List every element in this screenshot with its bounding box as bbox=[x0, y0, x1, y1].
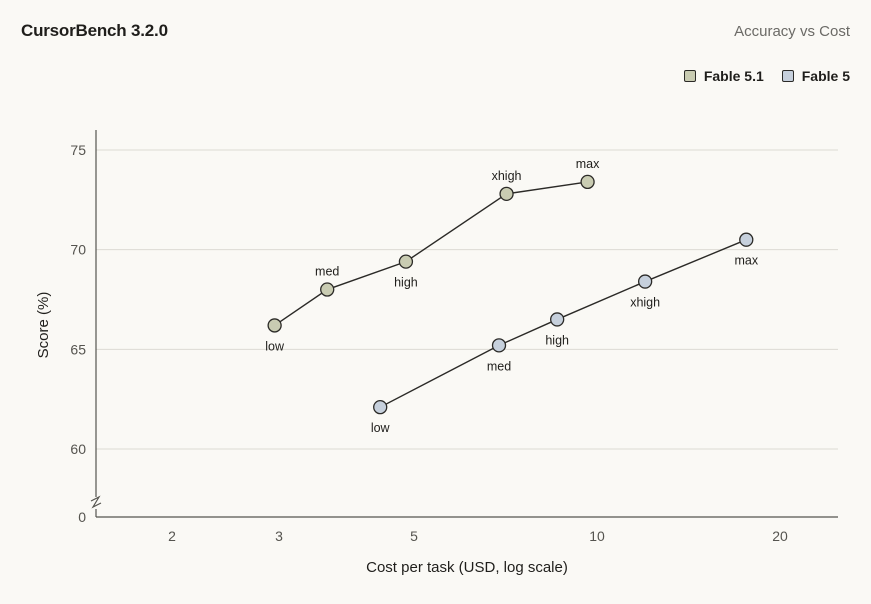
y-tick-label: 70 bbox=[70, 242, 86, 258]
data-label: med bbox=[487, 359, 511, 373]
data-point bbox=[580, 174, 595, 190]
x-tick-label: 20 bbox=[772, 528, 788, 544]
data-point bbox=[637, 274, 653, 289]
gridlines bbox=[96, 149, 838, 450]
legend-label-fable-5-1: Fable 5.1 bbox=[703, 68, 764, 84]
y-tick-label: 0 bbox=[78, 509, 86, 525]
x-tick-label: 3 bbox=[275, 528, 283, 544]
x-axis-label: Cost per task (USD, log scale) bbox=[366, 559, 568, 576]
chart-subtitle: Accuracy vs Cost bbox=[734, 23, 850, 40]
axes: 0 60 65 70 75 2 3 5 10 20 bbox=[70, 130, 838, 544]
data-label: high bbox=[394, 276, 418, 290]
x-tick-label: 10 bbox=[589, 528, 605, 544]
y-axis-label: Score (%) bbox=[35, 292, 52, 359]
axis-break-mark bbox=[90, 495, 102, 509]
data-point bbox=[398, 254, 414, 269]
data-label: high bbox=[545, 333, 569, 347]
x-tick-label: 5 bbox=[410, 528, 418, 544]
data-point bbox=[267, 318, 282, 333]
chart-title: CursorBench 3.2.0 bbox=[21, 21, 168, 40]
data-label: max bbox=[734, 254, 758, 268]
y-tick-label: 60 bbox=[70, 441, 86, 457]
data-point bbox=[491, 338, 507, 353]
x-tick-label: 2 bbox=[168, 528, 176, 544]
data-label: low bbox=[371, 421, 391, 435]
data-label: max bbox=[576, 157, 600, 171]
y-tick-label: 65 bbox=[70, 341, 86, 357]
data-label: xhigh bbox=[630, 296, 660, 310]
data-point bbox=[739, 232, 754, 247]
series-line bbox=[274, 181, 588, 326]
legend-swatch-fable-5-1 bbox=[683, 70, 696, 82]
legend-swatch-fable-5 bbox=[781, 70, 794, 82]
data-point bbox=[320, 282, 335, 297]
legend-item-fable-5-1: Fable 5.1 bbox=[683, 68, 764, 84]
data-label: med bbox=[315, 265, 339, 279]
series-group: low med high xhigh max low med high xhigh max bbox=[265, 157, 759, 435]
legend-label-fable-5: Fable 5 bbox=[801, 68, 850, 84]
data-point bbox=[550, 312, 565, 327]
data-label: low bbox=[265, 339, 285, 353]
y-tick-label: 75 bbox=[70, 142, 86, 158]
data-point bbox=[499, 186, 514, 202]
data-label: xhigh bbox=[492, 169, 522, 183]
data-point bbox=[373, 399, 388, 415]
legend-item-fable-5: Fable 5 bbox=[781, 68, 850, 84]
series-line bbox=[379, 239, 747, 408]
legend: Fable 5.1 Fable 5 bbox=[683, 68, 850, 84]
